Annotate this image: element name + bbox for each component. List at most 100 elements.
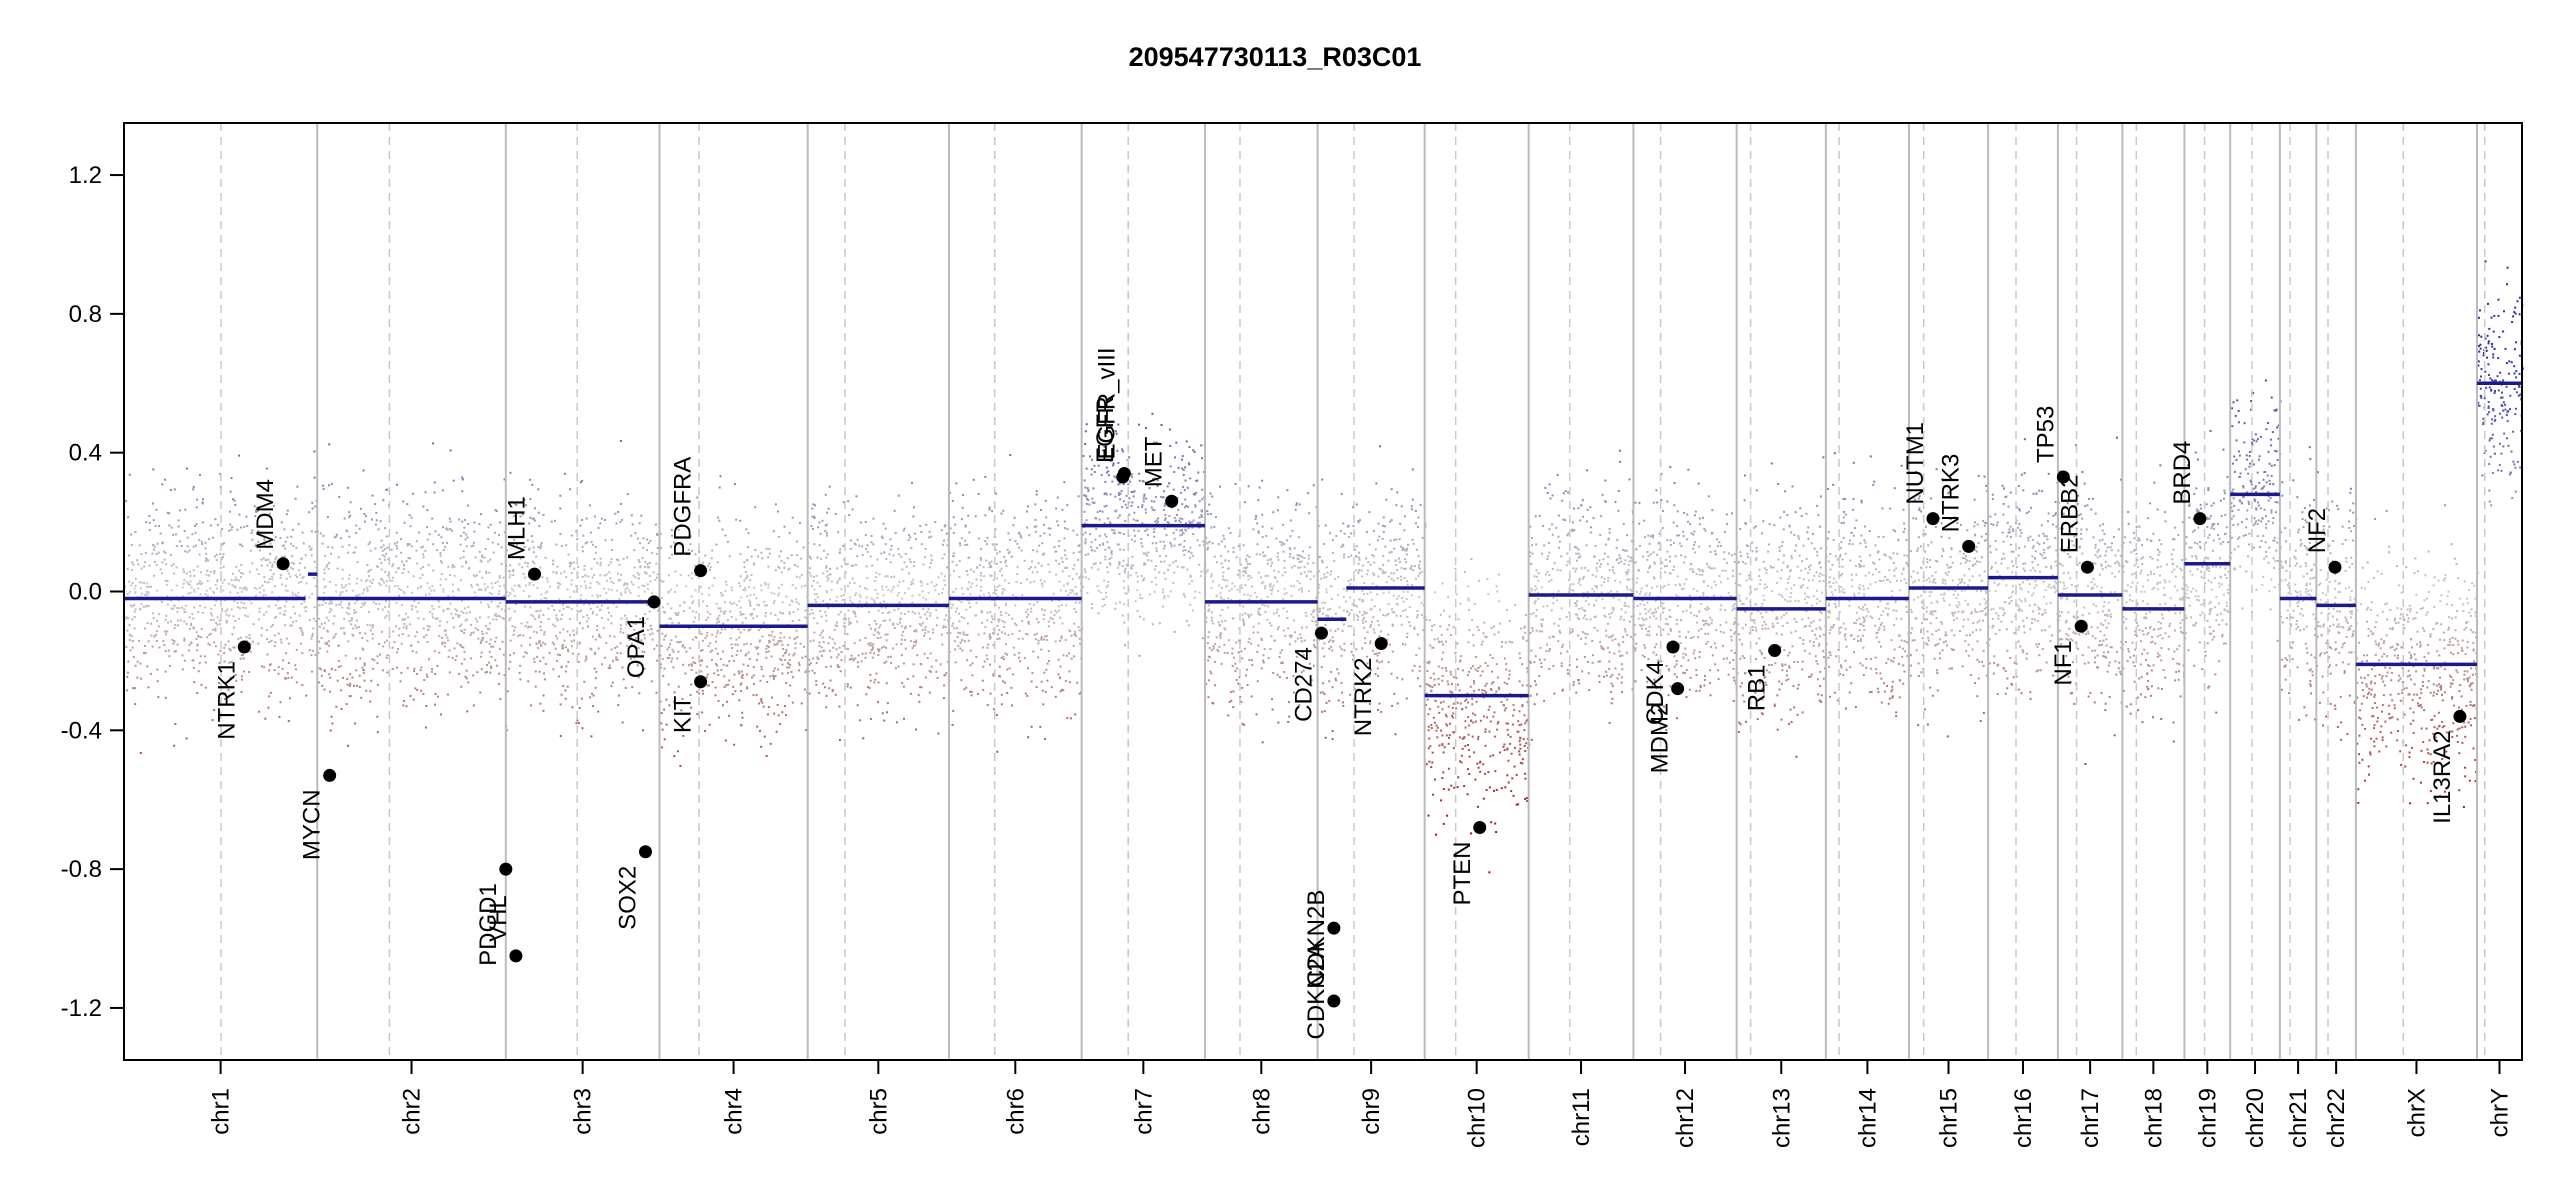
probe-point — [1293, 547, 1296, 550]
probe-point — [321, 684, 324, 687]
probe-point — [985, 559, 988, 562]
probe-point — [862, 737, 865, 740]
probe-point — [638, 522, 641, 525]
probe-point — [909, 692, 912, 695]
probe-point — [912, 565, 915, 568]
probe-point — [1099, 562, 1102, 564]
probe-point — [384, 616, 387, 619]
probe-point — [495, 615, 498, 618]
probe-point — [542, 694, 545, 697]
probe-point — [846, 685, 849, 688]
probe-point — [552, 623, 555, 626]
probe-point — [332, 622, 335, 625]
probe-point — [1261, 479, 1264, 482]
probe-point — [358, 632, 361, 634]
probe-point — [1193, 596, 1196, 599]
probe-point — [205, 557, 208, 560]
probe-point — [889, 538, 892, 541]
probe-point — [955, 588, 958, 591]
probe-point — [692, 620, 695, 623]
probe-point — [666, 602, 669, 605]
probe-point — [1217, 543, 1220, 546]
probe-point — [769, 612, 772, 615]
probe-point — [1271, 589, 1273, 592]
probe-point — [255, 509, 257, 512]
probe-point — [239, 657, 242, 660]
probe-point — [297, 595, 300, 598]
probe-point — [1182, 592, 1185, 595]
probe-point — [1300, 637, 1303, 639]
probe-point — [700, 659, 703, 662]
probe-point — [1134, 600, 1137, 603]
probe-point — [760, 551, 763, 554]
probe-point — [1331, 686, 1334, 689]
probe-point — [611, 681, 614, 684]
probe-point — [1131, 501, 1134, 504]
probe-point — [1122, 559, 1125, 562]
probe-point — [328, 484, 330, 487]
probe-point — [1235, 678, 1238, 681]
probe-point — [1098, 534, 1101, 537]
probe-point — [622, 557, 625, 560]
probe-point — [859, 585, 862, 588]
probe-point — [711, 649, 714, 652]
probe-point — [462, 611, 465, 614]
probe-point — [854, 657, 857, 660]
probe-point — [769, 742, 772, 745]
probe-point — [1085, 423, 1088, 426]
probe-point — [250, 602, 253, 605]
probe-point — [749, 579, 752, 582]
probe-point — [438, 635, 441, 637]
probe-point — [1101, 605, 1104, 608]
probe-point — [1342, 587, 1345, 590]
probe-point — [783, 525, 786, 528]
probe-point — [1296, 580, 1299, 583]
probe-point — [337, 603, 340, 606]
probe-point — [1200, 444, 1203, 447]
probe-point — [728, 555, 731, 558]
probe-point — [915, 728, 918, 731]
probe-point — [880, 552, 883, 555]
probe-point — [795, 629, 798, 632]
probe-point — [633, 549, 636, 552]
probe-point — [979, 589, 982, 592]
probe-point — [559, 735, 562, 737]
probe-point — [1104, 533, 1107, 536]
probe-point — [870, 597, 873, 600]
probe-point — [542, 513, 545, 516]
probe-point — [709, 566, 712, 569]
probe-point — [463, 628, 466, 631]
probe-point — [360, 696, 363, 699]
probe-point — [473, 521, 476, 524]
probe-point — [1184, 466, 1187, 469]
probe-point — [809, 640, 812, 643]
probe-point — [813, 588, 816, 591]
probe-point — [610, 685, 613, 688]
probe-point — [739, 519, 742, 522]
probe-point — [300, 602, 303, 605]
probe-point — [320, 637, 323, 639]
probe-point — [1193, 451, 1196, 453]
probe-point — [709, 650, 712, 653]
probe-point — [910, 547, 913, 549]
probe-point — [164, 579, 167, 582]
probe-point — [896, 623, 899, 626]
probe-point — [998, 584, 1001, 587]
probe-point — [752, 563, 755, 566]
probe-point — [457, 588, 460, 590]
probe-point — [1162, 591, 1165, 594]
probe-point — [1028, 622, 1031, 625]
probe-point — [1287, 627, 1290, 630]
probe-point — [1020, 549, 1023, 552]
probe-point — [590, 648, 593, 651]
probe-point — [1040, 509, 1042, 511]
probe-point — [1112, 462, 1115, 465]
probe-point — [858, 593, 861, 596]
probe-point — [891, 588, 894, 591]
probe-point — [1133, 540, 1136, 543]
probe-point — [477, 637, 480, 640]
probe-point — [1222, 575, 1224, 578]
probe-point — [850, 539, 853, 542]
probe-point — [341, 545, 344, 548]
probe-point — [767, 646, 770, 649]
